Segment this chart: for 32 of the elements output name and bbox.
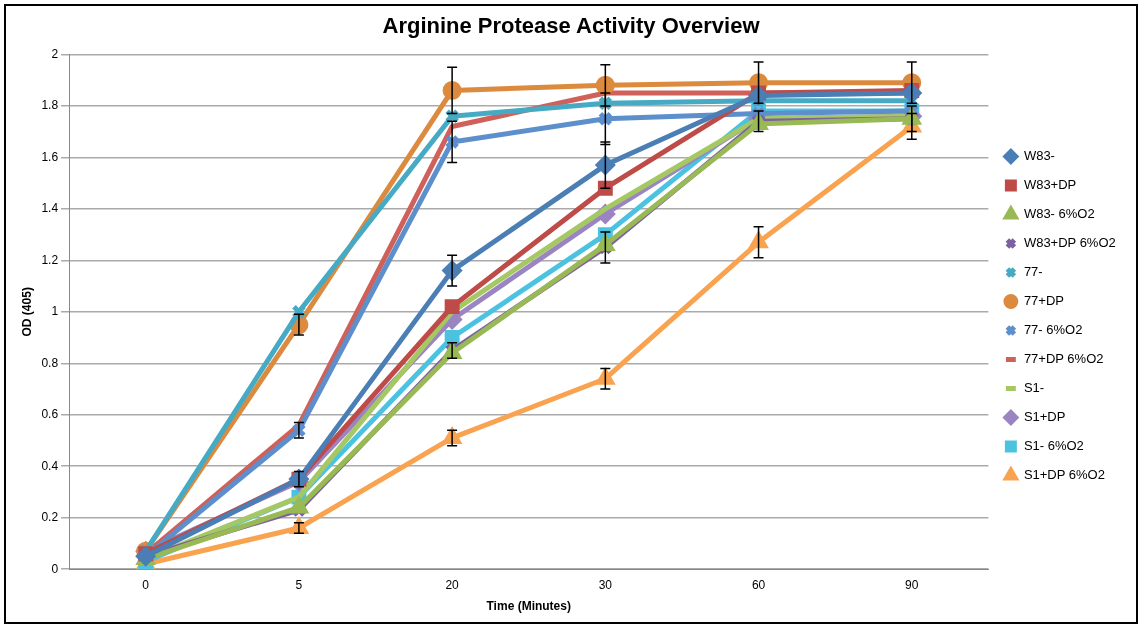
legend-label: S1+DP 6%O2 <box>1023 467 1105 483</box>
y-tick-label: 1.4 <box>41 201 59 216</box>
y-tick-label: 0.2 <box>41 510 59 525</box>
y-tick-label: 1.6 <box>41 149 59 164</box>
y-tick-label: 0 <box>51 561 59 576</box>
legend-label: 77+DP 6%O2 <box>1023 351 1104 367</box>
y-tick-label: 0.4 <box>41 458 59 473</box>
legend-label: 77- 6%O2 <box>1023 322 1083 338</box>
legend-label: W83- <box>1023 148 1055 164</box>
legend-label: S1- <box>1023 380 1045 396</box>
chart-title: Arginine Protease Activity Overview <box>382 13 761 39</box>
x-tick-label: 90 <box>905 577 919 592</box>
x-axis-title: Time (Minutes) <box>486 599 571 614</box>
y-tick-label: 1.2 <box>41 252 59 267</box>
y-tick-label: 1 <box>51 304 59 319</box>
y-axis-title: OD (405) <box>19 287 34 337</box>
x-tick-label: 0 <box>142 577 150 592</box>
legend-label: W83- 6%O2 <box>1023 206 1095 222</box>
legend-label: 77- <box>1023 264 1043 280</box>
x-tick-label: 20 <box>445 577 460 592</box>
legend-label: S1+DP <box>1023 409 1066 425</box>
y-tick-label: 2 <box>51 46 59 61</box>
x-tick-label: 60 <box>751 577 766 592</box>
legend-label: S1- 6%O2 <box>1023 438 1084 454</box>
x-tick-label: 30 <box>598 577 613 592</box>
legend-label: 77+DP <box>1023 293 1064 309</box>
x-tick-label: 5 <box>295 577 303 592</box>
y-tick-label: 0.8 <box>41 355 59 370</box>
y-tick-label: 1.8 <box>41 98 59 113</box>
y-tick-label: 0.6 <box>41 407 59 422</box>
legend-label: W83+DP <box>1023 177 1077 193</box>
legend-label: W83+DP 6%O2 <box>1023 235 1116 251</box>
